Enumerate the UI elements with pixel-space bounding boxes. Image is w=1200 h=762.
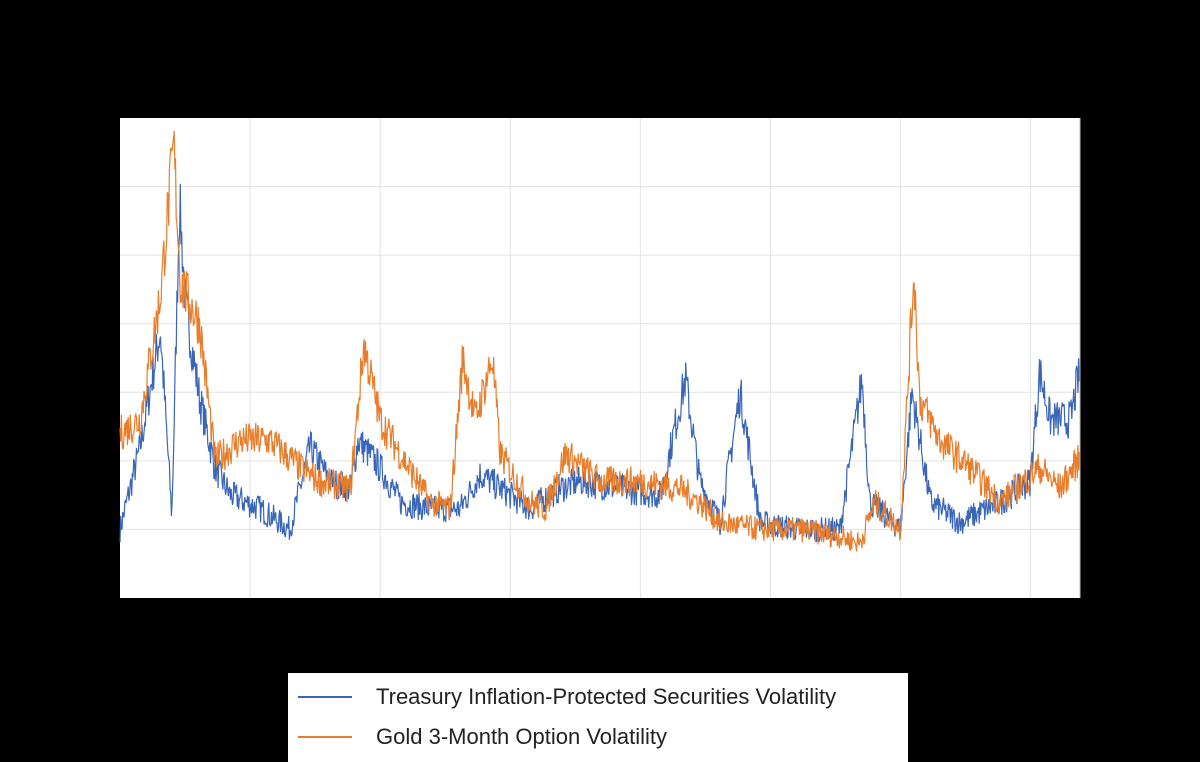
legend-item-tips: Treasury Inflation-Protected Securities … bbox=[298, 682, 836, 712]
legend: Treasury Inflation-Protected Securities … bbox=[288, 673, 908, 762]
legend-label-tips: Treasury Inflation-Protected Securities … bbox=[376, 684, 837, 709]
series-line-gold-volatility bbox=[119, 130, 1081, 552]
plot-area bbox=[120, 118, 1080, 598]
series-line-tips-volatility bbox=[119, 183, 1081, 543]
legend-label-gold: Gold 3-Month Option Volatility bbox=[376, 724, 668, 749]
series-group bbox=[119, 130, 1081, 552]
legend-swatch-tips bbox=[298, 696, 352, 698]
legend-swatch-gold bbox=[298, 736, 352, 738]
legend-item-gold: Gold 3-Month Option Volatility bbox=[298, 722, 667, 752]
